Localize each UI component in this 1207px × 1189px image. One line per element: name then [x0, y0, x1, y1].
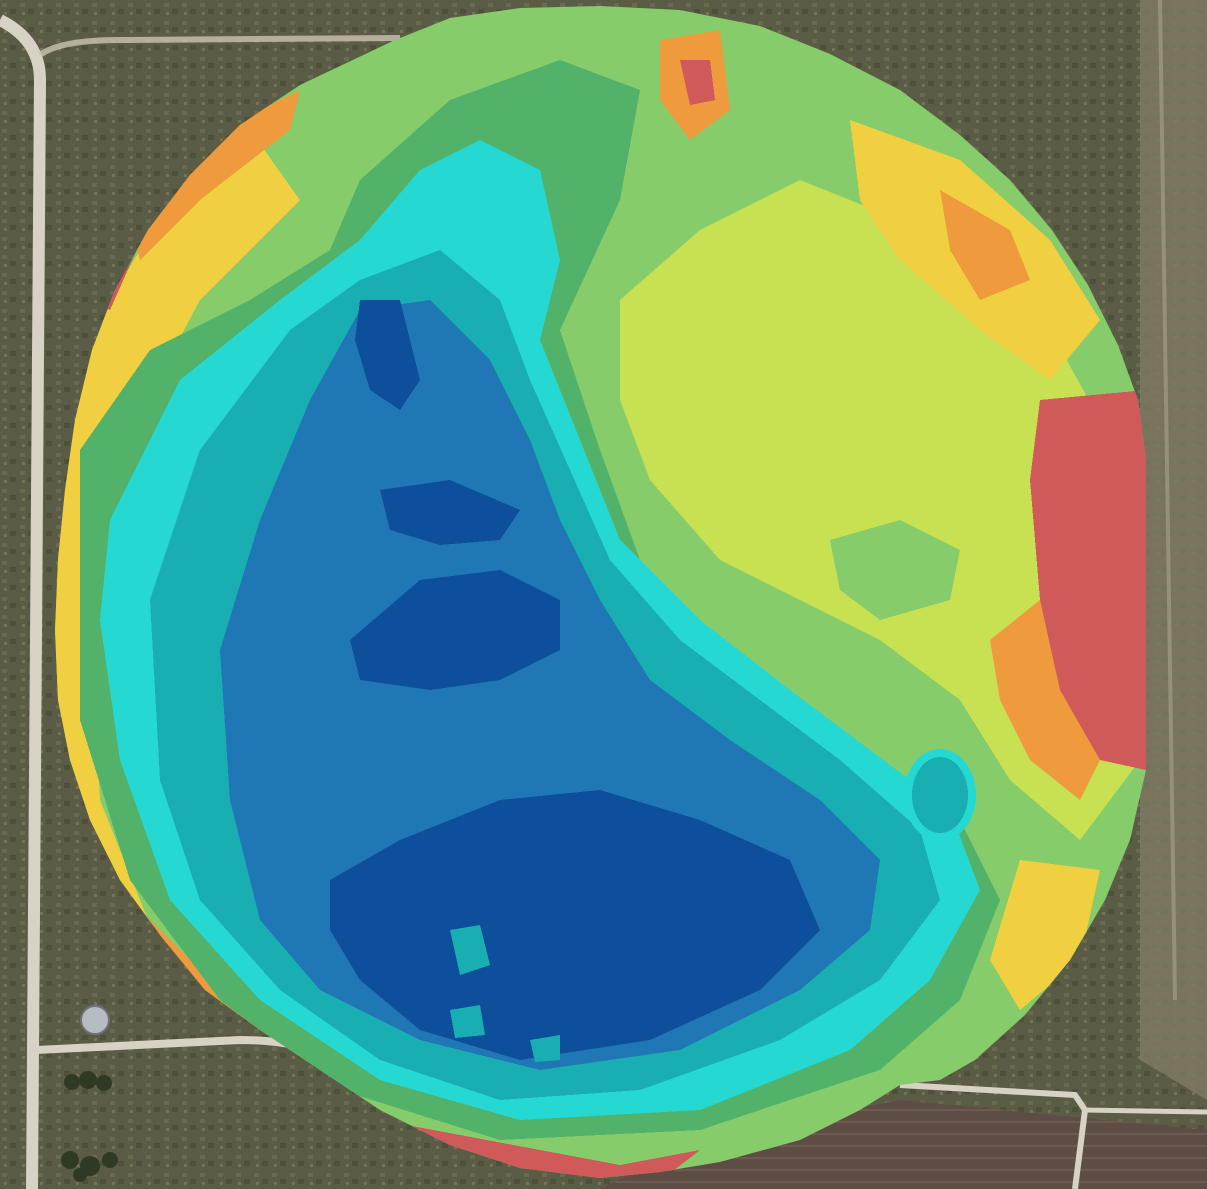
- road-east: [1084, 1107, 1207, 1115]
- plowed-field: [600, 1100, 1207, 1189]
- road-northeast: [1158, 0, 1177, 1001]
- road-north: [38, 35, 401, 58]
- road-west: [0, 14, 47, 1189]
- trees: [61, 1071, 118, 1182]
- road-southeast: [899, 1082, 1089, 1189]
- rangeland: [1140, 0, 1207, 1100]
- grain-bin: [80, 1005, 110, 1035]
